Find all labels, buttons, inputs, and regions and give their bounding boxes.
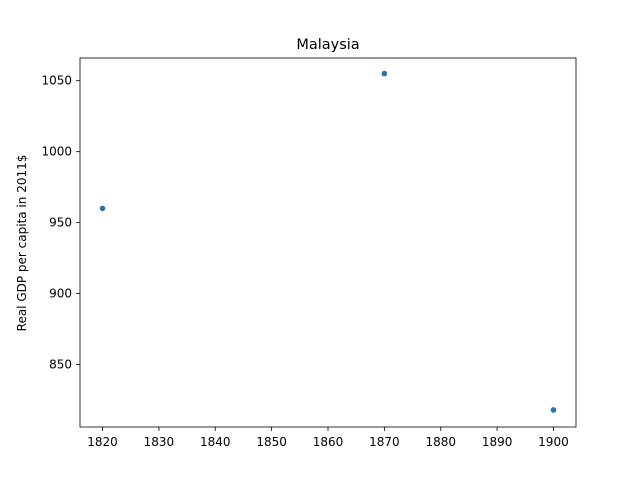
y-axis-label: Real GDP per capita in 2011$ [15, 155, 29, 332]
plot-area: 1820 1830 1840 1850 1860 1870 1880 1890 1900 850 9… [41, 57, 577, 449]
y-tick-label: 950 [49, 216, 72, 230]
data-point [99, 205, 106, 212]
x-tick-label: 1850 [256, 435, 287, 449]
y-tick-label: 1000 [41, 145, 72, 159]
x-tick-label: 1820 [87, 435, 118, 449]
x-tick-label: 1880 [425, 435, 456, 449]
x-tick-label: 1830 [144, 435, 175, 449]
x-tick-label: 1900 [538, 435, 569, 449]
chart-title: Malaysia [296, 37, 359, 53]
x-tick-label: 1890 [482, 435, 513, 449]
data-point [550, 407, 557, 413]
x-tick-label: 1860 [313, 435, 344, 449]
y-tick-label: 850 [49, 358, 72, 372]
x-tick-label: 1870 [369, 435, 400, 449]
y-tick-label: 1050 [41, 74, 72, 88]
y-tick-label: 900 [49, 287, 72, 301]
x-tick-label: 1840 [200, 435, 231, 449]
data-point [381, 70, 388, 77]
